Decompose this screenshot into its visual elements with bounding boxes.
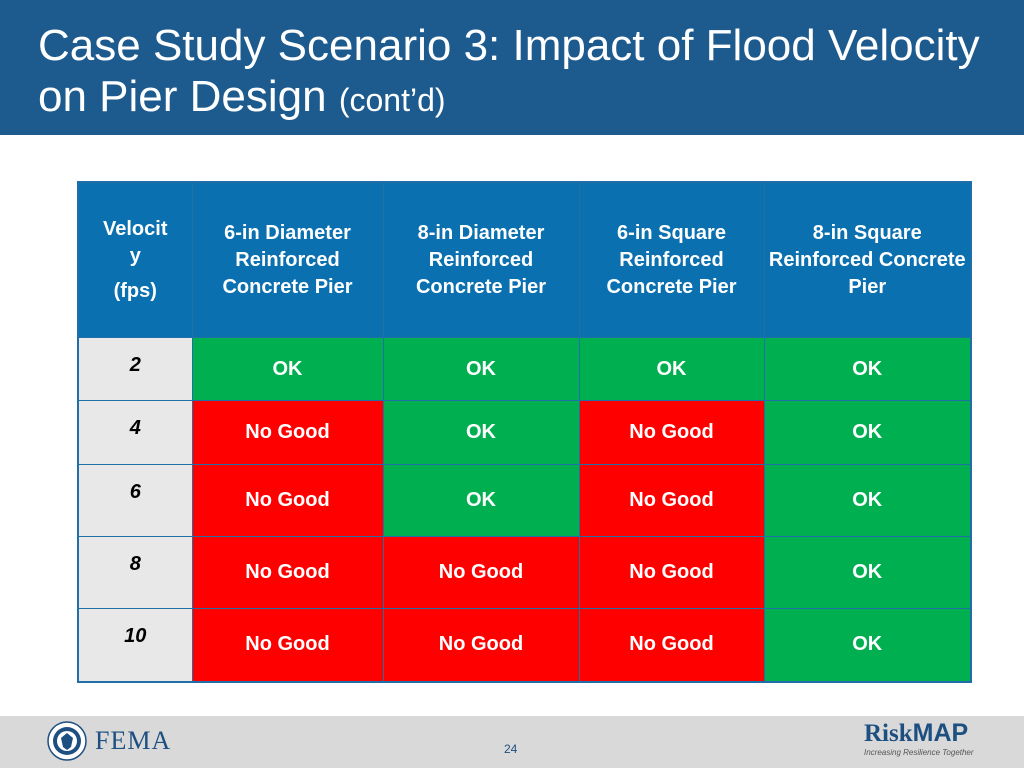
slide-title: Case Study Scenario 3: Impact of Flood V… (38, 20, 1008, 126)
result-cell: OK (763, 337, 972, 401)
result-cell: OK (382, 400, 580, 465)
result-cell: OK (382, 464, 580, 537)
result-cell: No Good (382, 608, 580, 682)
velocity-header-line2: y (129, 244, 141, 267)
result-cell: No Good (191, 536, 384, 609)
title-bar: Case Study Scenario 3: Impact of Flood V… (0, 0, 1024, 135)
result-cell: OK (191, 337, 384, 401)
slide-title-suffix: (cont’d) (338, 82, 446, 118)
result-cell: No Good (578, 464, 765, 537)
velocity-cell: 10 (77, 608, 193, 682)
footer-bar (0, 716, 1024, 768)
table-header-row: Velocit y (fps) 6-in Diameter Reinforced… (77, 181, 972, 338)
result-cell: OK (763, 536, 972, 609)
velocity-header-unit: (fps) (113, 279, 157, 302)
table-row: 8 No Good No Good No Good OK (77, 536, 972, 609)
riskmap-logo: RiskMAP (864, 720, 968, 747)
result-cell: OK (578, 337, 765, 401)
pier-design-table: Velocit y (fps) 6-in Diameter Reinforced… (77, 181, 972, 683)
column-header: 6-in Square Reinforced Concrete Pier (578, 181, 765, 338)
riskmap-logo-risk: Risk (864, 720, 913, 747)
velocity-cell: 4 (77, 400, 193, 465)
result-cell: OK (763, 608, 972, 682)
dhs-seal-icon (47, 721, 87, 761)
velocity-header-line1: Velocit (103, 217, 168, 240)
result-cell: No Good (191, 464, 384, 537)
result-cell: No Good (578, 608, 765, 682)
result-cell: No Good (191, 400, 384, 465)
riskmap-logo-map: MAP (912, 719, 969, 747)
table-row: 10 No Good No Good No Good OK (77, 608, 972, 682)
table-row: 2 OK OK OK OK (77, 337, 972, 401)
result-cell: OK (763, 464, 972, 537)
column-header: 8-in Square Reinforced Concrete Pier (763, 181, 972, 338)
velocity-header: Velocit y (fps) (77, 181, 193, 338)
velocity-cell: 8 (77, 536, 193, 609)
page-number: 24 (504, 742, 518, 756)
column-header: 8-in Diameter Reinforced Concrete Pier (382, 181, 580, 338)
velocity-cell: 6 (77, 464, 193, 537)
slide-title-main: Case Study Scenario 3: Impact of Flood V… (38, 21, 980, 121)
table-row: 6 No Good OK No Good OK (77, 464, 972, 537)
result-cell: OK (382, 337, 580, 401)
result-cell: No Good (578, 400, 765, 465)
result-cell: No Good (382, 536, 580, 609)
fema-logo: FEMA (95, 726, 172, 755)
riskmap-tagline: Increasing Resilience Together (864, 748, 974, 757)
result-cell: OK (763, 400, 972, 465)
result-cell: No Good (191, 608, 384, 682)
result-cell: No Good (578, 536, 765, 609)
velocity-cell: 2 (77, 337, 193, 401)
table-row: 4 No Good OK No Good OK (77, 400, 972, 465)
column-header: 6-in Diameter Reinforced Concrete Pier (191, 181, 384, 338)
